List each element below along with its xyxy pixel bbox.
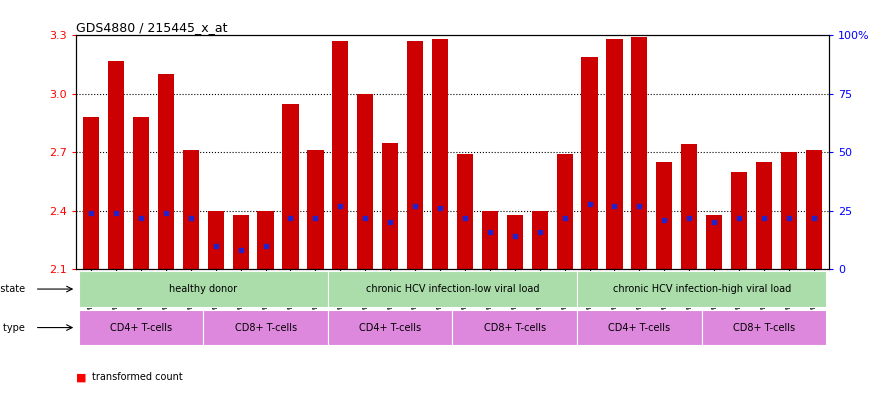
- Text: disease state: disease state: [0, 284, 25, 294]
- Text: CD8+ T-cells: CD8+ T-cells: [484, 323, 546, 332]
- Bar: [806, 151, 822, 269]
- Bar: [407, 41, 423, 269]
- Bar: [582, 57, 598, 269]
- Bar: [183, 151, 199, 269]
- Bar: [632, 37, 648, 269]
- Bar: [506, 215, 523, 269]
- Text: CD4+ T-cells: CD4+ T-cells: [359, 323, 421, 332]
- Text: healthy donor: healthy donor: [169, 284, 237, 294]
- Bar: [203, 310, 328, 345]
- Bar: [158, 74, 174, 269]
- Text: CD4+ T-cells: CD4+ T-cells: [608, 323, 670, 332]
- Bar: [332, 41, 349, 269]
- Bar: [79, 271, 328, 307]
- Bar: [706, 215, 722, 269]
- Bar: [328, 271, 577, 307]
- Bar: [328, 310, 452, 345]
- Bar: [257, 211, 273, 269]
- Bar: [457, 154, 473, 269]
- Bar: [432, 39, 448, 269]
- Bar: [577, 310, 702, 345]
- Text: GDS4880 / 215445_x_at: GDS4880 / 215445_x_at: [76, 21, 228, 34]
- Bar: [482, 211, 498, 269]
- Bar: [702, 310, 826, 345]
- Bar: [282, 104, 298, 269]
- Bar: [756, 162, 772, 269]
- Bar: [531, 211, 547, 269]
- Bar: [780, 152, 797, 269]
- Text: transformed count: transformed count: [92, 372, 183, 382]
- Bar: [681, 145, 697, 269]
- Bar: [307, 151, 323, 269]
- Bar: [133, 117, 149, 269]
- Bar: [208, 211, 224, 269]
- Bar: [656, 162, 672, 269]
- Bar: [79, 310, 203, 345]
- Text: CD4+ T-cells: CD4+ T-cells: [110, 323, 172, 332]
- Bar: [358, 94, 374, 269]
- Bar: [607, 39, 623, 269]
- Text: chronic HCV infection-high viral load: chronic HCV infection-high viral load: [613, 284, 791, 294]
- Bar: [577, 271, 826, 307]
- Bar: [452, 310, 577, 345]
- Bar: [556, 154, 573, 269]
- Text: cell type: cell type: [0, 323, 25, 332]
- Text: ■: ■: [76, 373, 87, 383]
- Bar: [731, 172, 747, 269]
- Bar: [83, 117, 99, 269]
- Bar: [108, 61, 125, 269]
- Text: CD8+ T-cells: CD8+ T-cells: [235, 323, 297, 332]
- Bar: [233, 215, 249, 269]
- Text: CD8+ T-cells: CD8+ T-cells: [733, 323, 795, 332]
- Bar: [382, 143, 399, 269]
- Text: chronic HCV infection-low viral load: chronic HCV infection-low viral load: [366, 284, 539, 294]
